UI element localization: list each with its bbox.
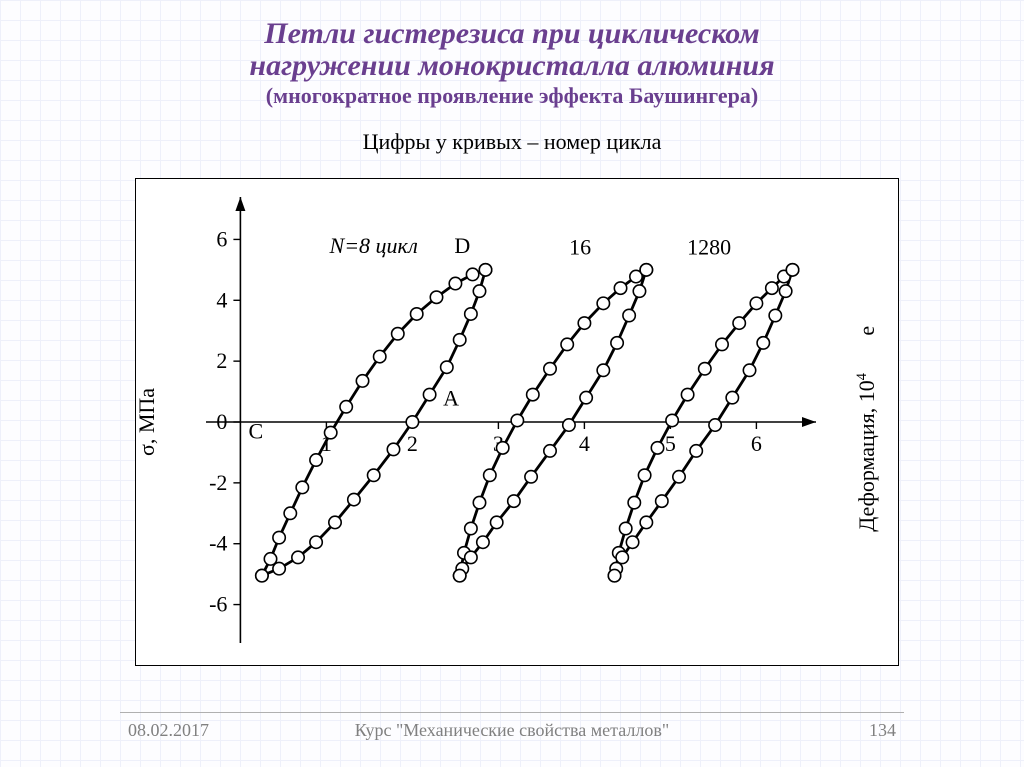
svg-text:1280: 1280	[687, 235, 731, 260]
footer-date: 08.02.2017	[128, 720, 209, 741]
svg-text:A: A	[443, 385, 459, 410]
svg-text:4: 4	[216, 287, 227, 312]
svg-text:4: 4	[579, 431, 590, 456]
svg-text:D: D	[454, 233, 470, 258]
footer-divider	[120, 712, 904, 713]
title-block: Петли гистерезиса при циклическом нагруж…	[0, 0, 1024, 155]
svg-text:5: 5	[665, 431, 676, 456]
svg-text:C: C	[249, 419, 264, 444]
caption: Цифры у кривых – номер цикла	[0, 129, 1024, 155]
svg-text:16: 16	[569, 235, 591, 260]
svg-text:2: 2	[407, 431, 418, 456]
svg-text:6: 6	[751, 431, 762, 456]
chart-frame: 123456-6-4-20246σ, МПаДеформация, 104eN=…	[135, 178, 899, 666]
svg-text:0: 0	[216, 409, 227, 434]
footer-page: 134	[869, 720, 896, 741]
svg-text:N=8 цикл: N=8 цикл	[329, 233, 418, 258]
slide: Петли гистерезиса при циклическом нагруж…	[0, 0, 1024, 767]
hysteresis-chart: 123456-6-4-20246σ, МПаДеформация, 104eN=…	[136, 179, 898, 665]
title-line2: нагружении монокристалла алюминия	[0, 50, 1024, 82]
svg-text:6: 6	[216, 226, 227, 251]
svg-text:-6: -6	[209, 592, 227, 617]
title-line1: Петли гистерезиса при циклическом	[0, 18, 1024, 50]
svg-text:2: 2	[216, 348, 227, 373]
svg-text:σ, МПа: σ, МПа	[136, 388, 159, 456]
subtitle: (многократное проявление эффекта Баушинг…	[0, 83, 1024, 109]
svg-text:-4: -4	[209, 531, 227, 556]
svg-text:e: e	[854, 326, 879, 336]
svg-text:Деформация, 104: Деформация, 104	[854, 373, 879, 532]
footer-course: Курс "Механические свойства металлов"	[355, 720, 669, 741]
footer: 08.02.2017 Курс "Механические свойства м…	[0, 720, 1024, 741]
svg-text:-2: -2	[209, 470, 227, 495]
